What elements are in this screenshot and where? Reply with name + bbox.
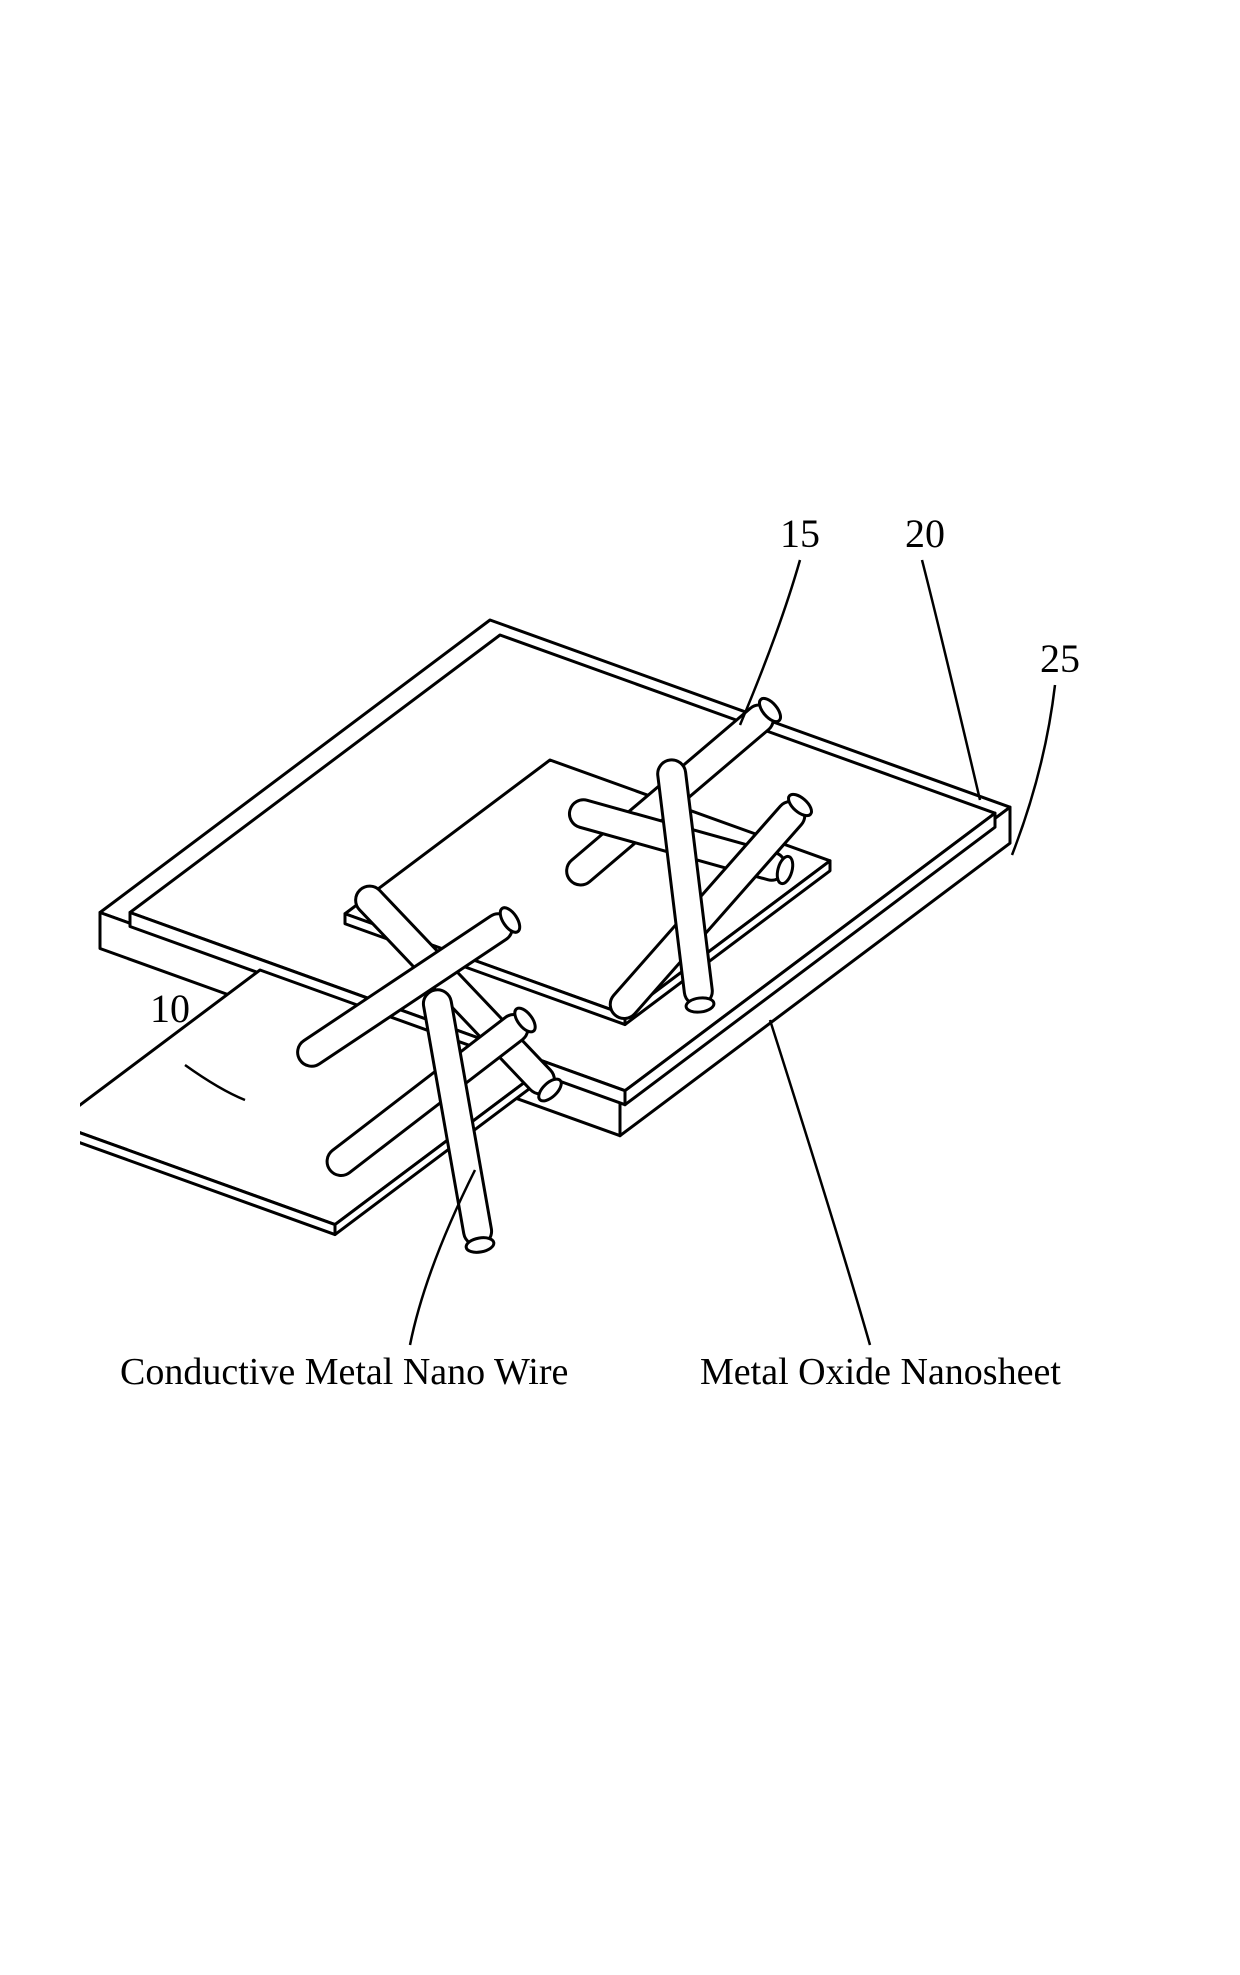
callout-thin-plate: 20 [905, 510, 945, 557]
callout-nanowire: 15 [780, 510, 820, 557]
label-nanosheet: Metal Oxide Nanosheet [700, 1350, 1061, 1394]
callout-base-plate: 25 [1040, 635, 1080, 682]
label-nanowire: Conductive Metal Nano Wire [120, 1350, 568, 1394]
figure-1: FIG. 1 10 15 20 25 Conductive Metal Nano… [80, 450, 1160, 1450]
diagram [80, 450, 1160, 1450]
callout-assembly: 10 [150, 985, 190, 1032]
diagram-group [80, 560, 1055, 1345]
